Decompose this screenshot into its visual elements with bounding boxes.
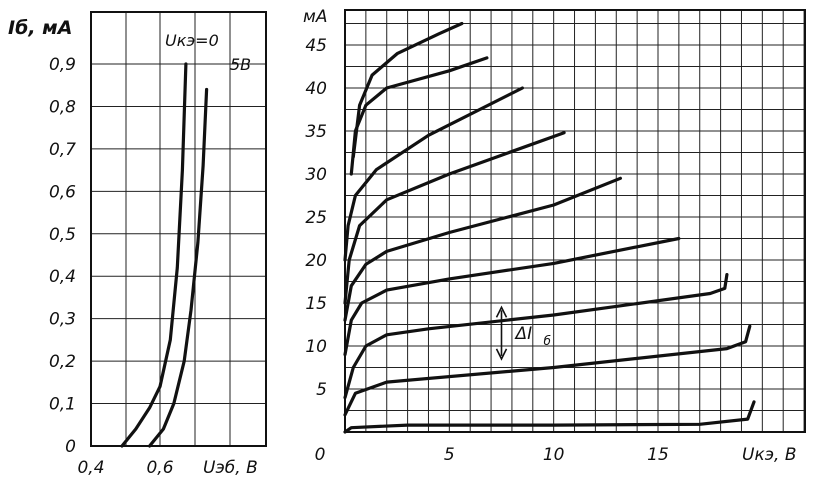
right-series-line (343, 324, 752, 417)
right-series-line (343, 236, 681, 357)
left-y-tick-label: 0,3 (49, 310, 76, 330)
left-y-tick-label: 0,7 (49, 140, 76, 160)
delta-arrow-head-down (495, 348, 508, 361)
right-series-line (343, 176, 622, 322)
right-frame (344, 9, 806, 433)
right-x-axis-label: Uкэ, В (742, 445, 797, 465)
right-y-tick-label: 45 (305, 36, 327, 56)
right-y-tick-label: 10 (305, 337, 327, 357)
delta-annotation-label: ΔI (514, 324, 533, 344)
left-frame (90, 11, 267, 447)
left-y-tick-label: 0,2 (49, 352, 76, 372)
right-y-tick-label: 15 (305, 294, 327, 314)
right-y-axis-label: мА (303, 7, 327, 27)
right-y-tick-label: 40 (305, 79, 327, 99)
left-series-line (148, 87, 209, 448)
left-y-tick-label: 0 (65, 437, 76, 457)
right-x-tick-label: 5 (444, 445, 455, 465)
right-y-tick-label: 20 (305, 251, 327, 271)
right-y-tick-label: 35 (305, 122, 327, 142)
right-x-tick-label: 10 (543, 445, 565, 465)
left-y-tick-label: 0,9 (49, 55, 76, 75)
right-series-line (343, 273, 729, 400)
right-x-tick-label: 0 (315, 445, 326, 465)
right-series-line (343, 131, 566, 305)
right-y-tick-label: 25 (305, 208, 327, 228)
left-y-tick-label: 0,5 (49, 225, 76, 245)
right-series-line (343, 400, 756, 434)
left-series-line (120, 62, 188, 448)
left-y-tick-label: 0,8 (49, 97, 76, 117)
right-x-tick-label: 15 (647, 445, 669, 465)
right-series-line (351, 21, 464, 159)
right-grid (344, 10, 805, 433)
left-y-tick-label: 0,6 (49, 182, 76, 202)
left-y-tick-label: 0,1 (49, 395, 76, 415)
delta-annotation-subscript: б (544, 334, 552, 348)
right-y-tick-label: 30 (305, 165, 327, 185)
right-chart: 5 10 15 20 25 30 35 40 45 0 5 10 15 мА Uкэ, В ΔI б (303, 7, 806, 465)
right-series-line (343, 86, 524, 262)
delta-arrow-head-up (495, 305, 508, 318)
left-x-tick-label: 0,6 (146, 458, 173, 478)
left-y-axis-label: Iб, мА (8, 17, 72, 39)
left-chart: 0 0,1 0,2 0,3 0,4 0,5 0,6 0,7 0,8 0,9 0,4 0,6 Iб, мА… (8, 11, 267, 478)
left-y-tick-label: 0,4 (49, 267, 76, 287)
left-x-tick-label: 0,4 (77, 458, 104, 478)
right-y-tick-label: 5 (316, 380, 327, 400)
left-series-label: 5В (230, 55, 251, 74)
left-series-label: Uкэ=0 (165, 31, 219, 50)
left-x-axis-label: Uэб, В (203, 458, 258, 478)
